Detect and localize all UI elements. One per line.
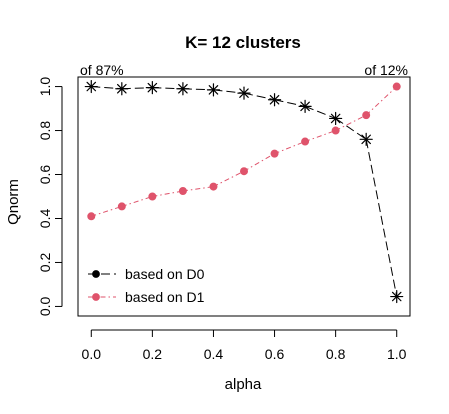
- series-d0-line-segment: [274, 99, 306, 107]
- series-d0-point: [329, 111, 343, 126]
- x-tick-label: 0.4: [204, 346, 224, 362]
- series-d0-point: [115, 82, 129, 96]
- asterisk-stroke: [330, 113, 341, 124]
- asterisk-stroke: [361, 134, 371, 145]
- x-tick-label: 1.0: [387, 346, 407, 362]
- x-tick-label: 0.6: [265, 346, 285, 362]
- top-right-annotation: of 12%: [364, 62, 408, 78]
- series-d1-point: [239, 167, 248, 176]
- y-axis-title: Qnorm: [5, 179, 22, 225]
- y-tick-label: 0.6: [37, 165, 53, 185]
- series-d1-point: [331, 126, 340, 135]
- y-axis: 0.0 0.2 0.4 0.6 0.8 1.0: [37, 77, 63, 316]
- asterisk-stroke: [86, 81, 97, 92]
- series-d1-line-segment: [243, 153, 275, 172]
- asterisk-stroke: [300, 101, 310, 112]
- legend-label-d0: based on D0: [125, 266, 205, 282]
- series-d1-line-segment: [304, 130, 336, 143]
- series-d0-point: [298, 99, 312, 113]
- plot-frame: [77, 76, 411, 317]
- series-d0-line-segment: [304, 105, 336, 119]
- asterisk-stroke: [178, 83, 188, 94]
- series-d0-line-segment: [335, 118, 367, 140]
- series-d1-line-segment: [365, 86, 398, 116]
- series-d1-point: [362, 111, 371, 120]
- x-tick-label: 0.8: [326, 346, 346, 362]
- series-d1-point: [178, 187, 187, 196]
- asterisk-stroke: [147, 82, 158, 93]
- series-d1-line-segment: [274, 141, 306, 155]
- legend: based on D0 based on D1: [88, 266, 205, 305]
- series-d0: [84, 79, 404, 304]
- y-tick-label: 0.4: [37, 209, 53, 229]
- legend-label-d1: based on D1: [125, 289, 205, 305]
- x-axis: 0.0 0.2 0.4 0.6 0.8 1.0: [82, 329, 407, 362]
- series-d1-point: [301, 137, 310, 146]
- legend-marker-d1: [92, 293, 100, 301]
- y-tick-label: 0.8: [37, 121, 53, 141]
- series-d0-point: [176, 82, 190, 96]
- top-left-annotation: of 87%: [80, 62, 124, 78]
- series-d1-point: [270, 149, 279, 158]
- series-d1-line-segment: [213, 170, 245, 188]
- series-d0-line-segment: [243, 92, 275, 101]
- series-d1-line-segment: [121, 196, 153, 207]
- series-d1-point: [87, 212, 96, 221]
- chart-title: K= 12 clusters: [185, 33, 301, 52]
- x-tick-label: 0.0: [82, 346, 102, 362]
- asterisk-stroke: [208, 85, 219, 95]
- series-d0-point: [359, 132, 373, 146]
- series-d1-point: [209, 182, 218, 191]
- series-d0-point: [237, 86, 251, 100]
- series-d0-point: [267, 93, 282, 107]
- y-tick-label: 0.2: [37, 253, 53, 273]
- asterisk-stroke: [117, 83, 127, 94]
- series-d0-point: [84, 79, 98, 94]
- y-tick-label: 1.0: [37, 77, 53, 97]
- asterisk-stroke: [391, 291, 402, 302]
- asterisk-stroke: [239, 88, 249, 98]
- legend-marker-d0: [92, 270, 100, 278]
- plot-frame-group: [77, 76, 411, 317]
- series-d0-point: [145, 81, 159, 95]
- series-d1-point: [148, 192, 157, 201]
- series-d1-line-segment: [91, 205, 122, 217]
- series-d1-point: [117, 202, 126, 211]
- series-d0-line-segment: [365, 139, 398, 297]
- series-d1-point: [392, 82, 401, 91]
- series-d0-point: [390, 289, 404, 304]
- series-layer: [84, 79, 404, 304]
- series-d1-line-segment: [152, 190, 184, 197]
- asterisk-stroke: [269, 94, 280, 105]
- series-d1-line-segment: [182, 186, 214, 192]
- y-tick-label: 0.0: [37, 296, 53, 316]
- x-tick-label: 0.2: [143, 346, 163, 362]
- series-d1: [87, 82, 401, 221]
- series-d0-point: [206, 83, 221, 97]
- x-axis-title: alpha: [225, 376, 262, 393]
- series-d1-line-segment: [335, 114, 367, 131]
